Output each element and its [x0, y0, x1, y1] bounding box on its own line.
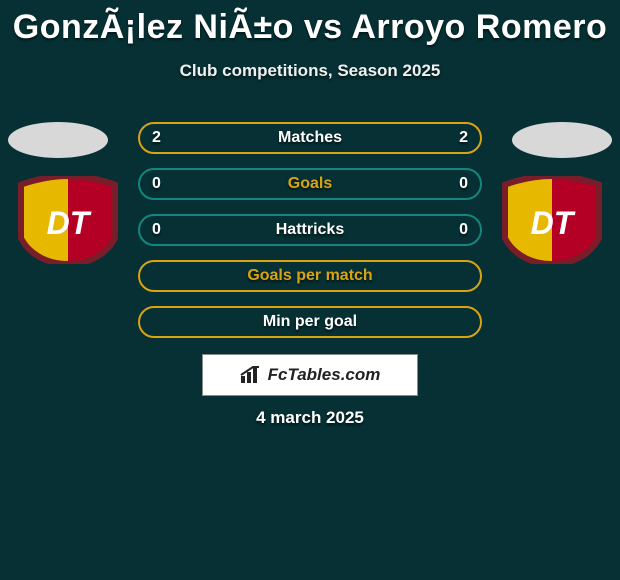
stat-label: Goals per match	[247, 267, 372, 285]
date-text: 4 march 2025	[0, 408, 620, 428]
stat-left-value: 0	[152, 175, 161, 193]
stat-label: Min per goal	[263, 313, 357, 331]
stat-label: Matches	[278, 129, 342, 147]
stat-label: Hattricks	[276, 221, 344, 239]
player-right-placeholder	[512, 122, 612, 158]
stat-row-goals: 0 Goals 0	[138, 168, 482, 200]
stat-row-min-per-goal: Min per goal	[138, 306, 482, 338]
stat-right-value: 2	[459, 129, 468, 147]
stat-right-value: 0	[459, 221, 468, 239]
stat-left-value: 0	[152, 221, 161, 239]
player-left-placeholder	[8, 122, 108, 158]
stat-row-goals-per-match: Goals per match	[138, 260, 482, 292]
stat-row-matches: 2 Matches 2	[138, 122, 482, 154]
stat-rows: 2 Matches 2 0 Goals 0 0 Hattricks 0 Goal…	[138, 122, 482, 338]
stat-right-value: 0	[459, 175, 468, 193]
club-logo-right: DT	[502, 176, 602, 264]
page-subtitle: Club competitions, Season 2025	[0, 61, 620, 81]
stat-label: Goals	[288, 175, 332, 193]
brand-text: FcTables.com	[268, 365, 381, 385]
svg-text:DT: DT	[47, 205, 92, 241]
bar-chart-icon	[240, 366, 262, 384]
stat-row-hattricks: 0 Hattricks 0	[138, 214, 482, 246]
brand-box[interactable]: FcTables.com	[202, 354, 418, 396]
stat-left-value: 2	[152, 129, 161, 147]
svg-text:DT: DT	[531, 205, 576, 241]
club-logo-left: DT	[18, 176, 118, 264]
page-title: GonzÃ¡lez NiÃ±o vs Arroyo Romero	[0, 0, 620, 47]
